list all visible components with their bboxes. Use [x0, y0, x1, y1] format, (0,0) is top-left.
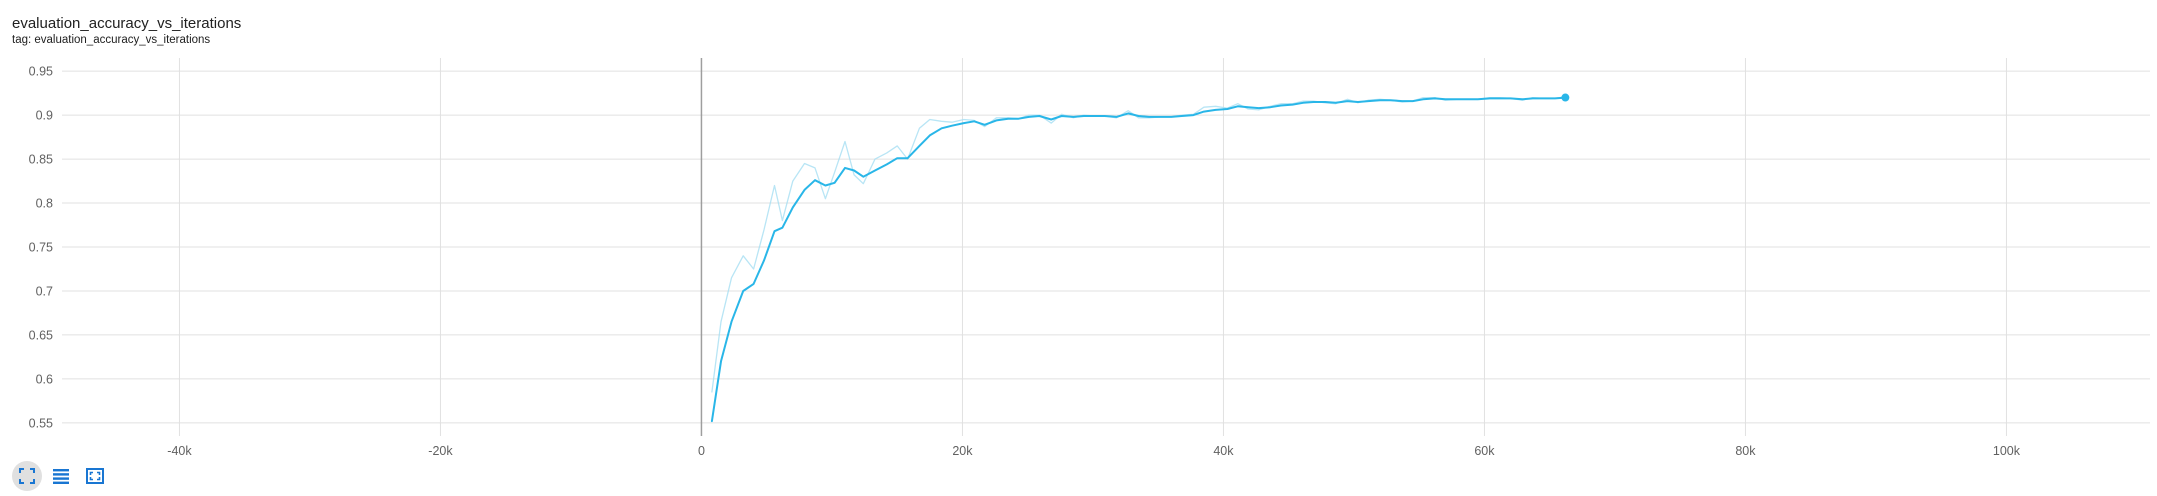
expand-chart-button[interactable]: [80, 461, 110, 491]
y-tick-label: 0.75: [29, 241, 53, 255]
chart-toolbar: [12, 460, 110, 492]
y-tick-label: 0.85: [29, 153, 53, 167]
x-tick-label: 20k: [952, 444, 973, 456]
x-tick-label: 0: [698, 444, 705, 456]
x-tick-label: -20k: [428, 444, 453, 456]
y-tick-label: 0.55: [29, 416, 53, 430]
y-tick-label: 0.95: [29, 65, 53, 79]
expand-chart-icon: [86, 468, 104, 484]
y-tick-label: 0.65: [29, 328, 53, 342]
x-tick-label: 100k: [1993, 444, 2021, 456]
x-tick-label: 80k: [1735, 444, 1756, 456]
fit-to-data-button[interactable]: [12, 461, 42, 491]
chart-tag: tag: evaluation_accuracy_vs_iterations: [12, 34, 211, 46]
x-tick-label: -40k: [167, 444, 192, 456]
y-tick-label: 0.9: [36, 109, 53, 123]
line-chart[interactable]: 0.55 0.6 0.65 0.7 0.75 0.8 0.85 0.9 0.95 -40k -20…: [0, 0, 2157, 456]
y-tick-label: 0.8: [36, 197, 53, 211]
x-gridlines: [178, 58, 2007, 436]
x-tick-label: 60k: [1474, 444, 1495, 456]
y-gridlines: [62, 70, 2150, 424]
smoothed-series-line: [710, 96, 1567, 423]
y-axis-tick-labels: 0.55 0.6 0.65 0.7 0.75 0.8 0.85 0.9 0.95: [29, 65, 53, 431]
x-axis-tick-labels: -40k -20k 0 20k 40k 60k 80k 100k: [167, 444, 2020, 456]
raw-series-line: [711, 96, 1567, 393]
y-tick-label: 0.7: [36, 284, 53, 298]
fit-to-data-icon: [19, 468, 35, 484]
toggle-log-scale-button[interactable]: [46, 461, 76, 491]
toggle-log-icon: [53, 469, 69, 484]
last-point-marker: [1561, 93, 1570, 102]
chart-title: evaluation_accuracy_vs_iterations: [12, 15, 242, 32]
y-tick-label: 0.6: [36, 372, 53, 386]
x-tick-label: 40k: [1213, 444, 1234, 456]
series-layer: [710, 93, 1570, 423]
